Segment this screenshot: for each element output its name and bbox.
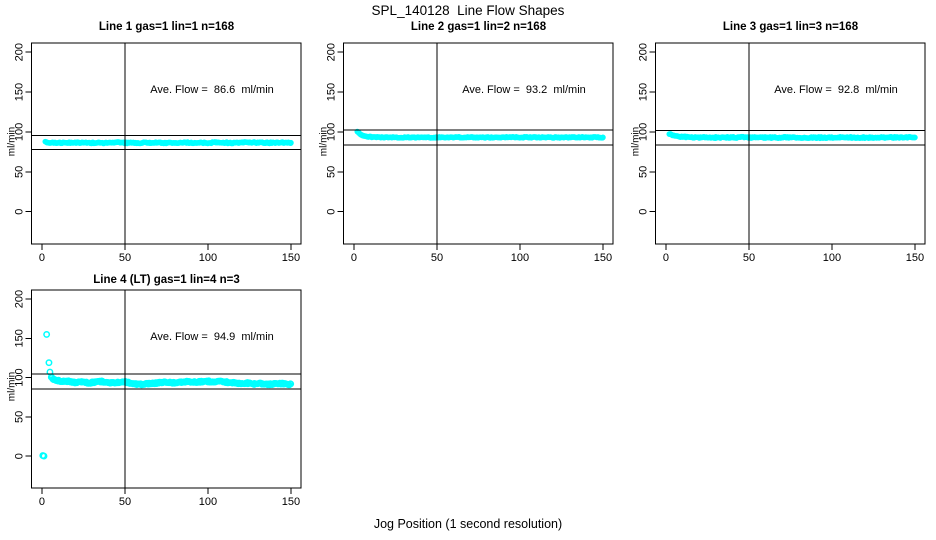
panel-line-2: 0 50 100 150 0 50 100 150 200 Line 2 gas=1 lin=2…	[312, 20, 624, 270]
y-tick-label: 100	[326, 123, 338, 141]
y-tick-label: 0	[14, 209, 26, 215]
ave-flow-label-line-2: Ave. Flow = 93.2 ml/min	[462, 84, 586, 96]
x-tick-label: 50	[119, 252, 131, 264]
plot-box	[31, 42, 302, 245]
plot-line-1: 0 50 100 150 0 50 100 150 200	[14, 42, 302, 264]
y-tick-label: 100	[638, 123, 650, 141]
y-tick-label: 150	[14, 83, 26, 101]
plot-box	[343, 42, 614, 245]
x-tick-label: 50	[743, 252, 755, 264]
panel-title-line-3: Line 3 gas=1 lin=3 n=168	[722, 21, 859, 33]
panel-title-line-1: Line 1 gas=1 lin=1 n=168	[98, 21, 235, 33]
x-tick-label: 50	[119, 496, 131, 508]
x-tick-label: 150	[594, 252, 612, 264]
y-tick-label: 200	[14, 290, 26, 308]
y-tick-label: 200	[14, 43, 26, 61]
y-tick-label: 0	[14, 453, 26, 459]
x-tick-label: 150	[282, 252, 300, 264]
panel-line-4: 0 50 100 150 0 50 100 150 200 Line 4 (LT) gas=1 …	[0, 270, 312, 520]
y-tick-label: 0	[326, 209, 338, 215]
y-tick-label: 100	[14, 123, 26, 141]
x-tick-label: 150	[906, 252, 924, 264]
y-axis-label: ml/min	[630, 126, 642, 157]
y-tick-label: 50	[14, 166, 26, 178]
y-tick-label: 150	[326, 83, 338, 101]
plot-box	[655, 42, 926, 245]
plot-line-3: 0 50 100 150 0 50 100 150 200	[638, 42, 926, 264]
x-tick-label: 150	[282, 496, 300, 508]
y-axis-label: ml/min	[6, 126, 18, 157]
x-tick-label: 50	[431, 252, 443, 264]
y-tick-label: 0	[638, 209, 650, 215]
x-tick-label: 100	[511, 252, 529, 264]
figure-title: SPL_140128 Line Flow Shapes	[371, 3, 565, 18]
y-tick-label: 50	[638, 166, 650, 178]
ave-flow-label-line-3: Ave. Flow = 92.8 ml/min	[774, 84, 898, 96]
y-axis-label: ml/min	[6, 371, 18, 402]
y-axis-label: ml/min	[318, 126, 330, 157]
data-point	[288, 139, 294, 146]
panel-line-3: 0 50 100 150 0 50 100 150 200 Line 3 gas=1 lin=3…	[624, 20, 936, 270]
y-tick-label: 150	[14, 329, 26, 347]
y-tick-label: 150	[638, 83, 650, 101]
x-axis-label: Jog Position (1 second resolution)	[373, 517, 563, 531]
y-tick-label: 50	[14, 411, 26, 423]
data-point	[45, 359, 53, 367]
plot-line-4: 0 50 100 150 0 50 100 150 200	[14, 289, 302, 508]
x-tick-label: 0	[39, 496, 45, 508]
x-tick-label: 100	[199, 496, 217, 508]
ave-flow-label-line-4: Ave. Flow = 94.9 ml/min	[150, 331, 274, 343]
data-point	[600, 134, 606, 141]
panel-line-1: 0 50 100 150 0 50 100 150 200 Line 1 gas=1 lin=1…	[0, 20, 312, 270]
plot-line-2: 0 50 100 150 0 50 100 150 200	[326, 42, 614, 264]
x-tick-label: 0	[663, 252, 669, 264]
data-point	[43, 330, 51, 338]
y-tick-label: 200	[326, 43, 338, 61]
x-tick-label: 0	[351, 252, 357, 264]
y-tick-label: 200	[638, 43, 650, 61]
panel-title-line-2: Line 2 gas=1 lin=2 n=168	[410, 21, 547, 33]
ave-flow-label-line-1: Ave. Flow = 86.6 ml/min	[150, 84, 274, 96]
x-tick-label: 100	[199, 252, 217, 264]
y-tick-label: 100	[14, 368, 26, 386]
y-tick-label: 50	[326, 166, 338, 178]
x-tick-label: 100	[823, 252, 841, 264]
x-tick-label: 0	[39, 252, 45, 264]
data-point	[912, 134, 918, 141]
data-point	[287, 380, 295, 388]
data-point	[40, 452, 48, 460]
panel-title-line-4: Line 4 (LT) gas=1 lin=4 n=3	[93, 274, 240, 286]
